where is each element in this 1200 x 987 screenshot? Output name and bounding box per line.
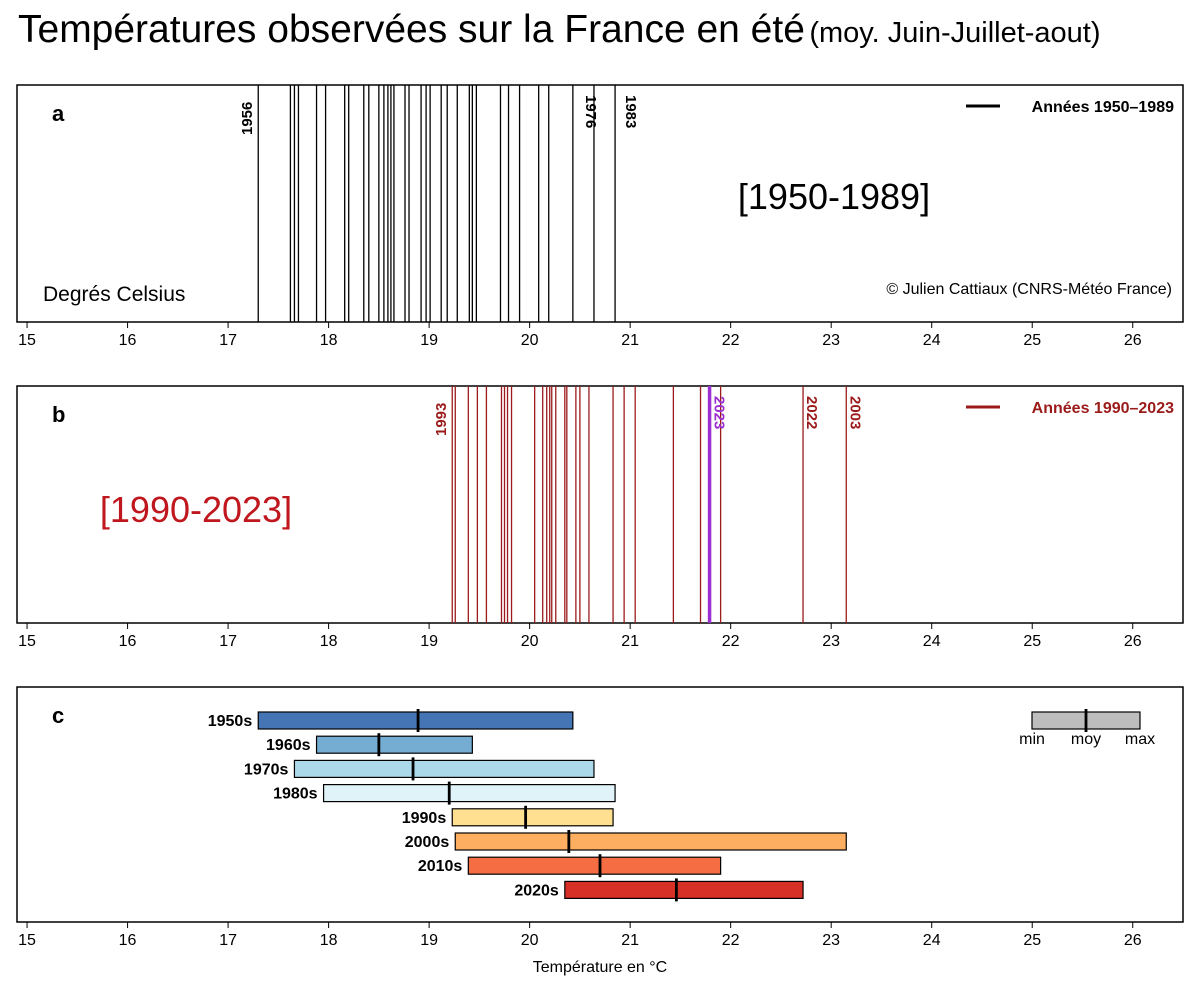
panel-1-tick-label: 17 bbox=[219, 633, 237, 650]
panel-c-decade-label: 1960s bbox=[266, 737, 311, 754]
panel-c-decade-label: 1980s bbox=[273, 786, 318, 803]
panel-c-range-bar bbox=[454, 832, 847, 851]
panel-2-tick-label: 25 bbox=[1023, 932, 1041, 949]
panel-c-decade-label: 2020s bbox=[514, 882, 559, 899]
panel-b-year-annotation: 2003 bbox=[846, 396, 863, 429]
panel-0-tick-label: 23 bbox=[822, 332, 840, 349]
panel-c-range-bar bbox=[564, 880, 804, 900]
panel-a-credit: © Julien Cattiaux (CNRS-Météo France) bbox=[886, 281, 1172, 298]
chart-title: Températures observées sur la France en … bbox=[18, 8, 1101, 52]
panel-2-tick-label: 16 bbox=[119, 932, 137, 949]
panel-c-decade-label: 2010s bbox=[418, 858, 463, 875]
panel-1-tick-label: 23 bbox=[822, 633, 840, 650]
panel-1-frame bbox=[16, 385, 1184, 624]
panel-2-tick-label: 20 bbox=[521, 932, 539, 949]
panel-a-letter: a bbox=[52, 101, 65, 126]
panel-c-range-bar bbox=[322, 783, 616, 803]
panel-2-tick-label: 21 bbox=[621, 932, 639, 949]
panel-1-tick-label: 15 bbox=[18, 633, 36, 650]
panel-a-legend-label: Années 1950–1989 bbox=[1032, 99, 1174, 116]
panel-0-tick-label: 19 bbox=[420, 332, 438, 349]
panel-a-year-annotation: 1983 bbox=[622, 95, 639, 128]
panel-0-frame bbox=[16, 84, 1184, 323]
title-main: Températures observées sur la France en … bbox=[18, 8, 805, 51]
panel-c-decade-label: 2000s bbox=[405, 834, 450, 851]
panel-0-tick-label: 21 bbox=[621, 332, 639, 349]
panel-c-decade-label: 1990s bbox=[402, 810, 447, 827]
panel-c-range-bar bbox=[467, 856, 722, 875]
panel-0-tick-label: 15 bbox=[18, 332, 36, 349]
panel-c-range-bar bbox=[315, 735, 473, 754]
panel-0-tick-label: 26 bbox=[1124, 332, 1142, 349]
panel-c-decade-label: 1950s bbox=[208, 713, 253, 730]
panel-2-tick-label: 24 bbox=[923, 932, 941, 949]
panel-c-legend-max: max bbox=[1125, 731, 1155, 748]
panel-b-year-annotation: 1993 bbox=[433, 403, 450, 436]
panel-b-period-label: [1990-2023] bbox=[100, 489, 292, 530]
panel-c-decade-label: 1970s bbox=[244, 761, 289, 778]
title-subtitle: (moy. Juin-Juillet-aout) bbox=[809, 17, 1101, 49]
panel-0-tick-label: 25 bbox=[1023, 332, 1041, 349]
panel-0-tick-label: 22 bbox=[722, 332, 740, 349]
panel-1-tick-label: 25 bbox=[1023, 633, 1041, 650]
panel-2-tick-label: 15 bbox=[18, 932, 36, 949]
panel-2-tick-label: 26 bbox=[1124, 932, 1142, 949]
panel-a-year-annotation: 1976 bbox=[582, 95, 599, 128]
panel-c-legend-mean: moy bbox=[1071, 731, 1101, 748]
panel-c-xlabel: Température en °C bbox=[533, 959, 667, 976]
panel-1-tick-label: 22 bbox=[722, 633, 740, 650]
panel-2-tick-label: 18 bbox=[320, 932, 338, 949]
panel-1-tick-label: 21 bbox=[621, 633, 639, 650]
panel-0-tick-label: 20 bbox=[521, 332, 539, 349]
panel-0-tick-label: 16 bbox=[119, 332, 137, 349]
panel-1-tick-label: 26 bbox=[1124, 633, 1142, 650]
panel-a-year-annotation: 1956 bbox=[239, 102, 256, 135]
panel-2-tick-label: 23 bbox=[822, 932, 840, 949]
panel-c-range-bar bbox=[293, 759, 595, 779]
panel-b-legend-label: Années 1990–2023 bbox=[1032, 400, 1174, 417]
panel-a-period-label: [1950-1989] bbox=[738, 176, 930, 217]
panel-1-tick-label: 24 bbox=[923, 633, 941, 650]
panel-0-tick-label: 17 bbox=[219, 332, 237, 349]
panel-1-tick-label: 18 bbox=[320, 633, 338, 650]
panel-0-tick-label: 18 bbox=[320, 332, 338, 349]
panel-c-legend-min: min bbox=[1019, 731, 1045, 748]
panel-a-unit-label: Degrés Celsius bbox=[43, 283, 185, 306]
panel-c-range-bar bbox=[451, 808, 614, 827]
panel-b-letter: b bbox=[52, 402, 65, 427]
panel-c-letter: c bbox=[52, 703, 64, 728]
panel-0-tick-label: 24 bbox=[923, 332, 941, 349]
panel-b-highlight-label: 2023 bbox=[711, 396, 728, 429]
panel-1-tick-label: 20 bbox=[521, 633, 539, 650]
panel-2-tick-label: 17 bbox=[219, 932, 237, 949]
panel-1-tick-label: 16 bbox=[119, 633, 137, 650]
panel-2-tick-label: 19 bbox=[420, 932, 438, 949]
panel-c-range-bar bbox=[257, 711, 574, 730]
panel-1-tick-label: 19 bbox=[420, 633, 438, 650]
panel-b-year-annotation: 2022 bbox=[803, 396, 820, 429]
panel-2-frame bbox=[16, 686, 1184, 923]
panel-2-tick-label: 22 bbox=[722, 932, 740, 949]
